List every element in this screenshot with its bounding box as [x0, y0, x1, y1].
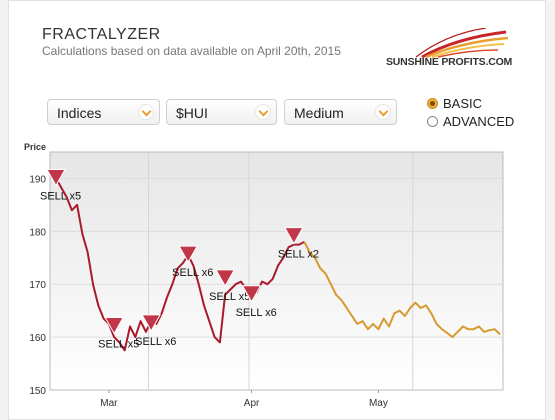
timeframe-select-value: Medium — [294, 105, 344, 121]
sell-marker — [141, 314, 161, 332]
y-tick-label: 190 — [29, 174, 46, 185]
sell-marker — [241, 285, 262, 303]
sunshine-profits-logo[interactable]: SUNSHINE PROFITS.COM — [386, 27, 513, 70]
x-tick-label: Mar — [100, 398, 118, 409]
y-tick-label: 180 — [29, 227, 46, 238]
mode-advanced-label: ADVANCED — [443, 114, 515, 129]
radio-unselected-icon[interactable] — [427, 116, 438, 127]
logo-wordmark: SUNSHINE PROFITS.COM — [386, 56, 513, 68]
sell-signal-label: SELL x6 — [135, 336, 176, 348]
symbol-select-value: $HUI — [176, 105, 208, 121]
chevron-down-icon — [138, 104, 154, 120]
sell-marker — [104, 317, 124, 335]
y-tick-label: 160 — [29, 333, 46, 344]
sell-signal-label: SELL x5 — [40, 190, 81, 202]
chevron-down-icon — [255, 104, 271, 120]
chevron-down-icon — [375, 104, 391, 120]
sunburst-logo-icon — [415, 27, 509, 59]
y-tick-label: 170 — [29, 280, 46, 291]
mode-basic-label: BASIC — [443, 96, 483, 111]
sell-signal-label: SELL x2 — [278, 249, 319, 261]
actual-price-line — [55, 177, 305, 352]
sell-signal-label: SELL x5 — [98, 339, 139, 351]
sell-signal-label: SELL x6 — [172, 267, 213, 279]
category-select[interactable]: Indices — [47, 99, 160, 125]
x-tick-label: May — [369, 398, 388, 409]
category-select-value: Indices — [57, 105, 102, 121]
symbol-select[interactable]: $HUI — [166, 99, 277, 125]
sell-marker — [215, 269, 235, 287]
app-title: FRACTALYZER — [42, 26, 161, 43]
y-axis-title: Price — [24, 142, 46, 152]
radio-selected-icon[interactable] — [427, 98, 438, 109]
x-tick-label: Apr — [244, 398, 260, 409]
data-date-subtitle: Calculations based on data available on … — [42, 44, 341, 58]
sell-signal-label: SELL x5 — [209, 291, 250, 303]
sell-marker — [178, 245, 198, 264]
sell-marker — [46, 168, 66, 187]
projection-price-line — [303, 241, 501, 339]
y-tick-label: 150 — [29, 386, 46, 397]
sell-marker — [284, 227, 304, 245]
timeframe-select[interactable]: Medium — [284, 99, 397, 125]
sell-signal-label: SELL x6 — [236, 307, 277, 319]
